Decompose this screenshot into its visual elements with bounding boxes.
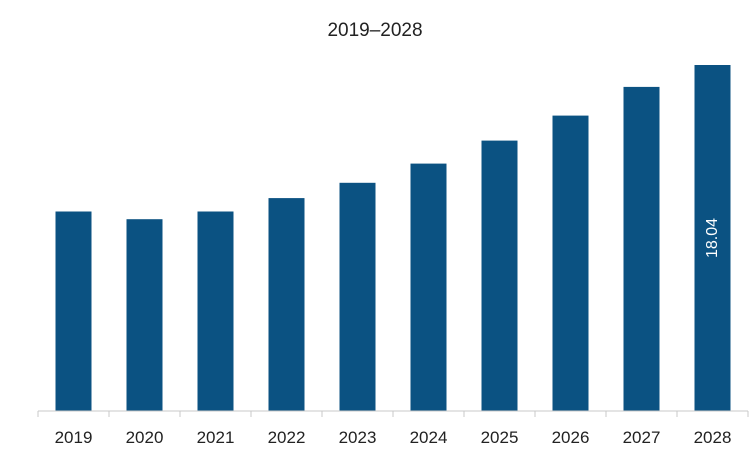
chart-title: 2019–2028: [327, 20, 422, 41]
x-tick-label-2028: 2028: [694, 428, 732, 447]
bars-group: [55, 65, 731, 412]
bar-2022: [268, 198, 305, 411]
x-tick-label-2027: 2027: [623, 428, 661, 447]
x-tick-label-2024: 2024: [410, 428, 448, 447]
x-tick-label-2026: 2026: [552, 428, 590, 447]
x-axis-ticks: [37, 411, 749, 417]
bar-2021: [197, 211, 234, 411]
x-tick-label-2023: 2023: [339, 428, 377, 447]
bar-2024: [410, 163, 447, 411]
x-axis-tick-labels: 2019 2020 2021 2022 2023 2024 2025 2026 2027 2028: [55, 428, 732, 447]
data-label-2028: 18.04: [704, 218, 721, 258]
bar-2020: [126, 219, 163, 411]
bar-2023: [339, 182, 376, 411]
bar-2019: [55, 211, 92, 411]
x-tick-label-2021: 2021: [197, 428, 235, 447]
x-tick-label-2020: 2020: [126, 428, 164, 447]
x-tick-label-2019: 2019: [55, 428, 93, 447]
data-labels-group: 18.04: [704, 218, 721, 258]
bar-2025: [481, 140, 518, 411]
bar-2028: [694, 65, 731, 411]
bar-2026: [552, 115, 589, 411]
x-tick-label-2025: 2025: [481, 428, 519, 447]
bar-2027: [623, 86, 660, 412]
x-tick-label-2022: 2022: [268, 428, 306, 447]
